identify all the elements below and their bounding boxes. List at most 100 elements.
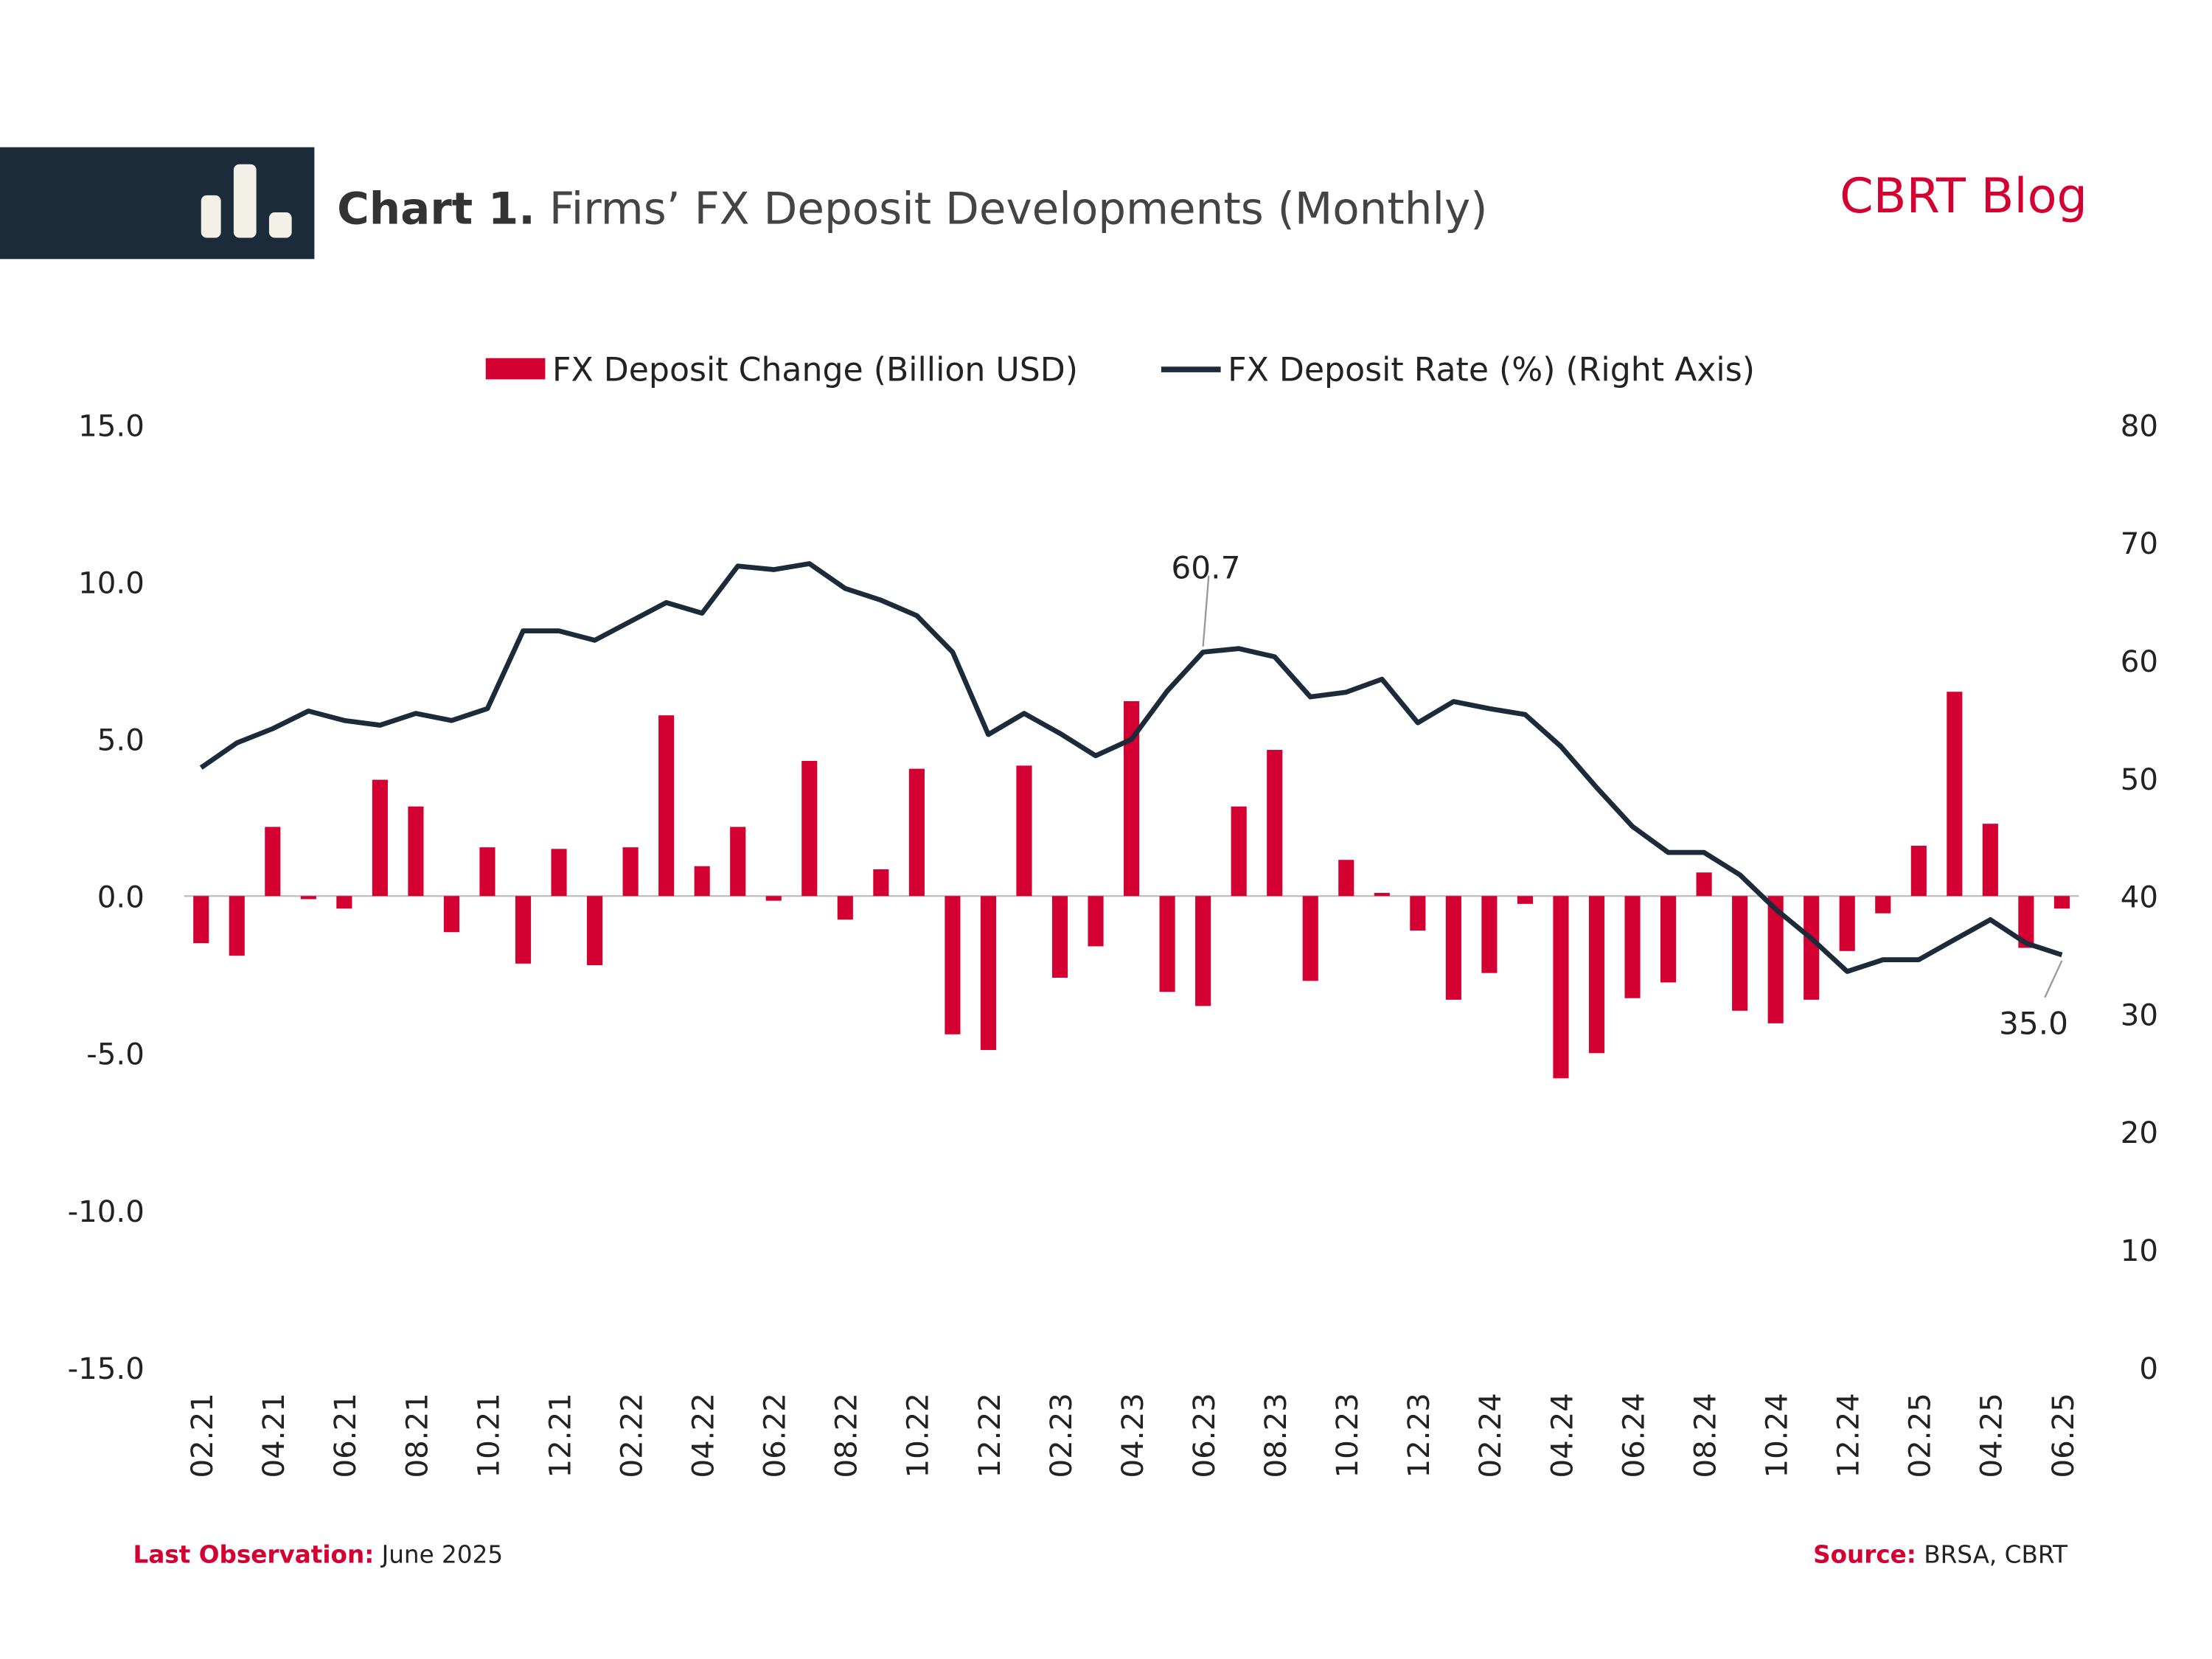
x-tick-label: 08.24 (1688, 1393, 1722, 1478)
bar (1947, 692, 1963, 897)
bar (658, 715, 675, 897)
bar (1732, 896, 1748, 1011)
x-tick-label: 10.21 (471, 1393, 506, 1478)
bar (193, 896, 209, 944)
bar (1517, 896, 1533, 904)
bar (443, 896, 460, 933)
bar (1088, 896, 1104, 947)
x-tick-label: 10.23 (1330, 1393, 1365, 1478)
brand: CBRT Blog (1840, 168, 2087, 224)
bar (1910, 846, 1927, 897)
x-tick-label: 08.21 (400, 1393, 434, 1478)
annotation-leader (2044, 960, 2063, 998)
legend-label: FX Deposit Rate (%) (Right Axis) (1228, 351, 1755, 389)
x-tick-label: 06.23 (1187, 1393, 1222, 1478)
y2-tick-label: 50 (2121, 762, 2158, 797)
bar (1588, 896, 1605, 1054)
bar (1051, 896, 1068, 978)
y2-tick-label: 60 (2121, 644, 2158, 679)
bar (1624, 896, 1641, 998)
bar (1374, 892, 1390, 897)
y-tick-label: 5.0 (97, 723, 145, 757)
x-tick-label: 12.22 (973, 1393, 1007, 1478)
bar (908, 768, 925, 897)
bar (1804, 896, 1820, 1000)
data-label: 35.0 (1999, 1006, 2068, 1042)
y-tick-label: -10.0 (68, 1194, 145, 1229)
x-tick-label: 12.21 (543, 1393, 577, 1478)
bar (1195, 896, 1211, 1006)
chart-icon (201, 164, 292, 238)
y2-tick-label: 30 (2121, 998, 2158, 1032)
bar (1124, 700, 1140, 897)
x-tick-label: 06.22 (758, 1393, 793, 1478)
y2-tick-label: 20 (2121, 1116, 2158, 1150)
y2-tick-label: 0 (2139, 1352, 2158, 1386)
bar (515, 896, 532, 964)
x-tick-label: 04.25 (1975, 1393, 2009, 1478)
legend-swatch (485, 358, 546, 380)
line (199, 561, 2063, 974)
bar (730, 827, 746, 897)
bar (479, 847, 495, 897)
bar (1159, 896, 1175, 992)
x-tick-label: 04.24 (1545, 1393, 1579, 1478)
bar (1553, 896, 1569, 1079)
bar (551, 849, 567, 897)
legend-label: FX Deposit Change (Billion USD) (552, 351, 1078, 389)
bar (1982, 824, 1998, 897)
y-tick-label: -15.0 (68, 1352, 145, 1386)
last-observation-value: June 2025 (380, 1540, 503, 1568)
source-value: BRSA, CBRT (1924, 1540, 2068, 1568)
x-tick-label: 10.24 (1760, 1393, 1795, 1478)
chart-title: Chart 1. Firms’ FX Deposit Developments … (337, 184, 1487, 234)
bar (1481, 896, 1498, 973)
bar (2018, 896, 2034, 948)
x-tick-label: 02.25 (1903, 1393, 1938, 1478)
bar (873, 869, 889, 897)
bar (336, 896, 352, 909)
bar (229, 896, 245, 956)
bar (372, 779, 388, 897)
source-label: Source: (1813, 1540, 1916, 1568)
x-tick-label: 10.22 (901, 1393, 936, 1478)
bar (1875, 896, 1891, 914)
bar (801, 760, 818, 897)
y2-tick-label: 40 (2121, 880, 2158, 915)
bar (1267, 750, 1283, 897)
bar (1338, 860, 1354, 897)
bar (1660, 896, 1677, 983)
y2-tick-label: 80 (2121, 408, 2158, 443)
x-tick-label: 04.22 (686, 1393, 721, 1478)
y-tick-label: 10.0 (78, 566, 145, 600)
bar (1839, 896, 1855, 951)
y2-tick-label: 70 (2121, 526, 2158, 561)
title-text: Firms’ FX Deposit Developments (Monthly) (549, 184, 1488, 234)
bar (2053, 896, 2070, 909)
bar (1767, 896, 1784, 1023)
x-tick-label: 02.23 (1044, 1393, 1079, 1478)
x-tick-label: 04.21 (257, 1393, 291, 1478)
y-tick-label: -5.0 (86, 1037, 145, 1072)
source: Source: BRSA, CBRT (1813, 1540, 2068, 1568)
x-tick-label: 12.23 (1402, 1393, 1436, 1478)
bar (1445, 896, 1461, 1000)
x-tick-label: 08.22 (830, 1393, 864, 1478)
bar (694, 866, 710, 897)
x-tick-label: 06.25 (2046, 1393, 2081, 1478)
y-tick-label: 0.0 (97, 880, 145, 915)
bar (765, 896, 782, 901)
bar (300, 896, 316, 900)
last-observation: Last Observation: June 2025 (133, 1540, 504, 1568)
chart-number: Chart 1. (337, 184, 535, 234)
bar (980, 896, 997, 1051)
annotation-leader (1202, 575, 1210, 647)
last-observation-label: Last Observation: (133, 1540, 375, 1568)
bar (622, 847, 639, 897)
y2-tick-label: 10 (2121, 1234, 2158, 1268)
bar (1016, 765, 1032, 897)
bar (265, 827, 281, 897)
x-tick-label: 02.22 (614, 1393, 649, 1478)
bar (1302, 896, 1318, 981)
